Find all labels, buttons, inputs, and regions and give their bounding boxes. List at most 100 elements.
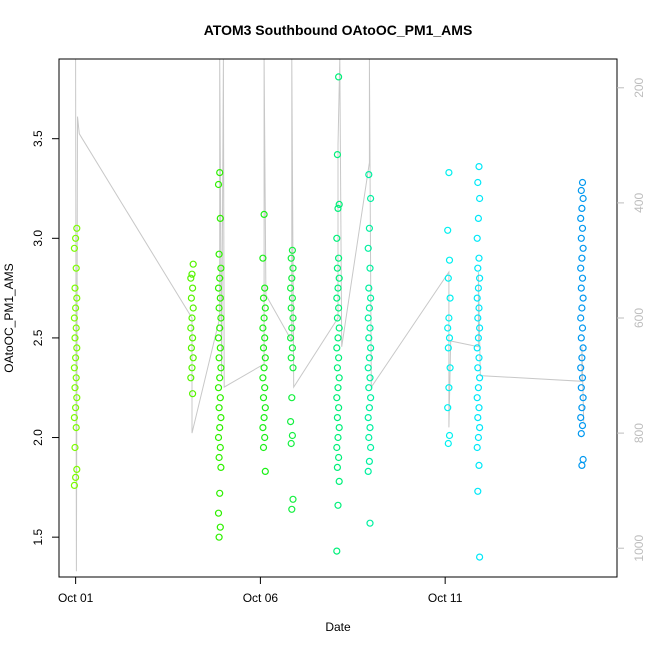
data-point bbox=[473, 443, 481, 452]
data-point bbox=[216, 169, 224, 177]
data-point bbox=[577, 186, 585, 195]
data-point bbox=[577, 430, 585, 438]
data-point bbox=[335, 324, 343, 332]
data-point bbox=[473, 234, 481, 242]
data-point bbox=[444, 324, 452, 332]
data-point bbox=[71, 404, 80, 412]
data-point bbox=[365, 171, 373, 179]
data-point bbox=[261, 433, 269, 442]
data-point bbox=[364, 364, 372, 372]
data-point bbox=[259, 254, 267, 262]
data-point bbox=[259, 394, 268, 402]
data-point bbox=[365, 224, 373, 232]
data-point bbox=[71, 304, 80, 312]
data-point bbox=[335, 254, 343, 262]
data-point bbox=[578, 178, 587, 187]
data-point bbox=[335, 200, 343, 208]
data-point bbox=[287, 418, 295, 426]
data-point bbox=[474, 384, 482, 392]
data-point bbox=[216, 523, 224, 531]
data-point bbox=[579, 344, 587, 352]
data-point bbox=[333, 151, 341, 159]
data-point bbox=[259, 344, 268, 352]
data-point bbox=[259, 324, 267, 332]
data-point bbox=[334, 204, 342, 212]
data-point bbox=[365, 334, 373, 342]
y2-tick-label: 200 bbox=[632, 77, 646, 97]
x-tick-label: Oct 06 bbox=[243, 591, 279, 605]
data-point bbox=[445, 384, 453, 392]
data-point bbox=[216, 344, 224, 352]
data-point bbox=[216, 424, 224, 432]
data-point bbox=[261, 354, 269, 362]
data-point bbox=[334, 334, 342, 342]
data-point bbox=[474, 487, 482, 495]
data-point bbox=[217, 414, 225, 422]
y2-tick-label: 800 bbox=[632, 423, 646, 443]
data-point bbox=[365, 384, 373, 392]
data-point bbox=[187, 294, 195, 302]
data-point bbox=[288, 344, 296, 352]
data-point bbox=[333, 364, 341, 372]
data-point bbox=[476, 424, 484, 432]
data-point bbox=[366, 264, 374, 272]
data-point bbox=[333, 234, 341, 242]
data-point bbox=[189, 304, 197, 312]
data-point bbox=[474, 364, 482, 372]
data-point bbox=[216, 489, 224, 497]
y2-tick-label: 600 bbox=[632, 308, 646, 328]
data-point bbox=[187, 324, 195, 332]
data-point bbox=[445, 256, 454, 264]
data-point bbox=[73, 294, 81, 302]
data-point bbox=[578, 461, 586, 469]
data-point bbox=[445, 169, 453, 177]
data-point bbox=[335, 354, 343, 362]
data-point bbox=[334, 384, 342, 392]
data-point bbox=[288, 324, 296, 332]
data-point bbox=[474, 334, 482, 342]
data-point bbox=[189, 354, 197, 362]
data-point bbox=[333, 547, 341, 555]
data-point bbox=[260, 210, 268, 218]
data-point bbox=[216, 214, 224, 222]
y-tick-label: 3.0 bbox=[31, 230, 45, 247]
data-point bbox=[475, 354, 483, 362]
data-point bbox=[189, 390, 197, 398]
data-point bbox=[73, 394, 81, 402]
data-point bbox=[214, 433, 223, 442]
data-point bbox=[367, 443, 375, 452]
data-point bbox=[578, 324, 587, 332]
data-point bbox=[474, 284, 482, 292]
data-point bbox=[333, 344, 341, 352]
data-point bbox=[475, 163, 483, 171]
data-point bbox=[189, 260, 197, 268]
data-point bbox=[214, 284, 223, 292]
data-point bbox=[260, 414, 268, 422]
data-point bbox=[365, 304, 373, 312]
data-point bbox=[261, 304, 269, 312]
data-point bbox=[289, 314, 297, 322]
data-point bbox=[474, 314, 482, 322]
data-point bbox=[289, 495, 297, 503]
data-point bbox=[72, 264, 80, 272]
data-point bbox=[217, 364, 225, 372]
data-point bbox=[259, 294, 268, 302]
y-tick-label: 2.5 bbox=[31, 329, 45, 346]
y2-tick-label: 400 bbox=[632, 193, 646, 213]
data-point bbox=[287, 304, 295, 312]
data-point bbox=[259, 424, 267, 432]
data-point bbox=[473, 294, 481, 302]
data-point bbox=[214, 334, 223, 342]
data-point bbox=[70, 414, 79, 422]
data-point bbox=[73, 465, 81, 473]
data-point bbox=[188, 314, 196, 322]
data-point bbox=[577, 314, 585, 322]
data-point bbox=[445, 314, 453, 322]
data-point bbox=[217, 264, 225, 272]
data-point bbox=[444, 439, 452, 448]
secondary-series-line bbox=[75, 59, 585, 572]
data-point bbox=[215, 250, 223, 258]
data-point bbox=[288, 274, 296, 282]
